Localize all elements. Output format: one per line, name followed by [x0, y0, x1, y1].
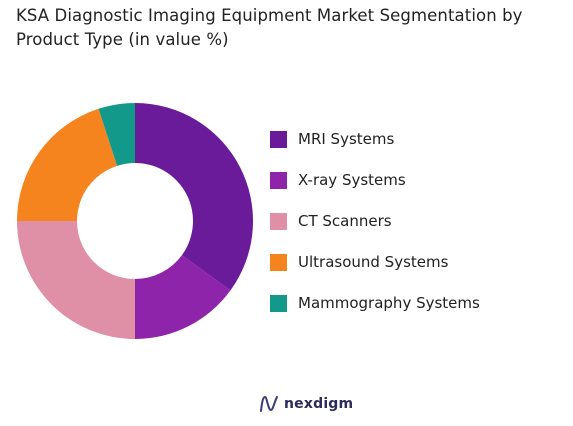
chart-title: KSA Diagnostic Imaging Equipment Market …	[16, 4, 571, 52]
donut-chart	[17, 103, 253, 339]
legend-item-ultrasound-systems: Ultrasound Systems	[270, 253, 448, 271]
legend-swatch	[270, 253, 287, 271]
donut-slice-ct-scanners	[17, 221, 135, 339]
legend-label: X-ray Systems	[298, 171, 406, 189]
donut-slice-x-ray-systems	[135, 255, 231, 339]
brand-logo: nexdigm	[258, 394, 353, 414]
legend-label: CT Scanners	[298, 212, 392, 230]
legend-swatch	[270, 212, 287, 230]
chart-title-line-2: Product Type (in value %)	[16, 30, 229, 49]
legend-swatch	[270, 294, 287, 312]
legend-label: MRI Systems	[298, 130, 395, 148]
donut-slice-mri-systems	[135, 103, 253, 291]
chart-title-line-1: KSA Diagnostic Imaging Equipment Market …	[16, 6, 523, 25]
logo-text: nexdigm	[284, 396, 354, 412]
legend-item-mammography-systems: Mammography Systems	[270, 294, 480, 312]
legend-swatch	[270, 171, 287, 189]
donut-slice-mammography-systems	[98, 103, 135, 166]
legend-swatch	[270, 130, 287, 148]
nexdigm-logo-icon	[260, 395, 278, 412]
legend-item-x-ray-systems: X-ray Systems	[270, 171, 406, 189]
donut-slice-ultrasound-systems	[17, 108, 118, 221]
legend-item-ct-scanners: CT Scanners	[270, 212, 392, 230]
legend-label: Ultrasound Systems	[298, 253, 449, 271]
legend-item-mri-systems: MRI Systems	[270, 130, 394, 148]
legend-label: Mammography Systems	[298, 294, 480, 312]
